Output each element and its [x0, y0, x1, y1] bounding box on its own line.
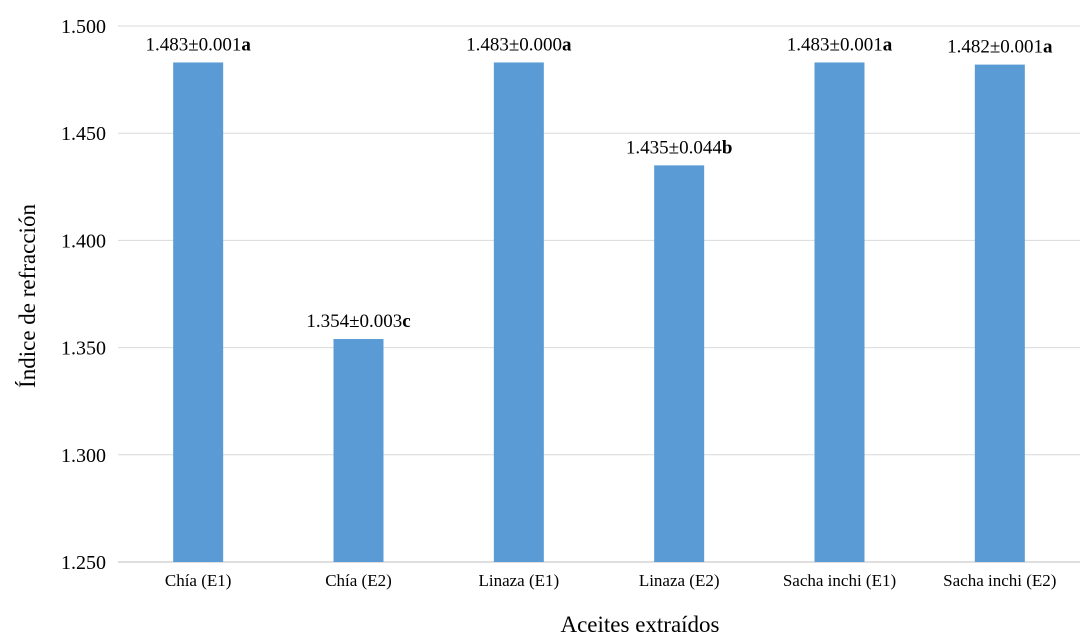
x-axis-ticks: Chía (E1) Chía (E2) Linaza (E1) Linaza (E2)… — [165, 571, 1057, 590]
bar — [654, 165, 705, 563]
y-tick-label: 1.450 — [61, 123, 106, 145]
data-label: 1.483±0.001a — [787, 34, 893, 55]
y-tick-label: 1.300 — [61, 445, 106, 467]
x-tick-label: Sacha inchi (E1) — [783, 571, 896, 590]
bar — [493, 62, 544, 562]
y-tick-label: 1.350 — [61, 338, 106, 360]
bar — [814, 62, 865, 562]
x-tick-label: Chía (E1) — [165, 571, 232, 590]
y-tick-label: 1.250 — [61, 552, 106, 574]
bars — [173, 62, 1025, 563]
x-tick-label: Linaza (E2) — [639, 571, 720, 590]
bar — [974, 64, 1025, 562]
data-label: 1.354±0.003c — [306, 311, 410, 332]
x-tick-label: Linaza (E1) — [478, 571, 559, 590]
x-tick-label: Sacha inchi (E2) — [943, 571, 1056, 590]
bar — [333, 339, 384, 562]
data-label: 1.483±0.001a — [145, 34, 251, 55]
y-tick-label: 1.500 — [61, 16, 106, 38]
data-label: 1.482±0.001a — [947, 37, 1053, 58]
data-label: 1.483±0.000a — [466, 34, 572, 55]
data-labels: 1.483±0.001a 1.354±0.003c 1.483±0.000a 1.43… — [145, 34, 1053, 332]
y-axis-title: Índice de refracción — [15, 204, 40, 388]
x-tick-label: Chía (E2) — [325, 571, 392, 590]
y-axis-ticks: 1.250 1.300 1.350 1.400 1.450 1.500 — [61, 16, 106, 574]
x-axis-title: Aceites extraídos — [560, 612, 719, 637]
data-label: 1.435±0.044b — [626, 137, 733, 158]
y-tick-label: 1.400 — [61, 230, 106, 252]
gridlines — [118, 25, 1080, 563]
bar — [173, 62, 224, 562]
